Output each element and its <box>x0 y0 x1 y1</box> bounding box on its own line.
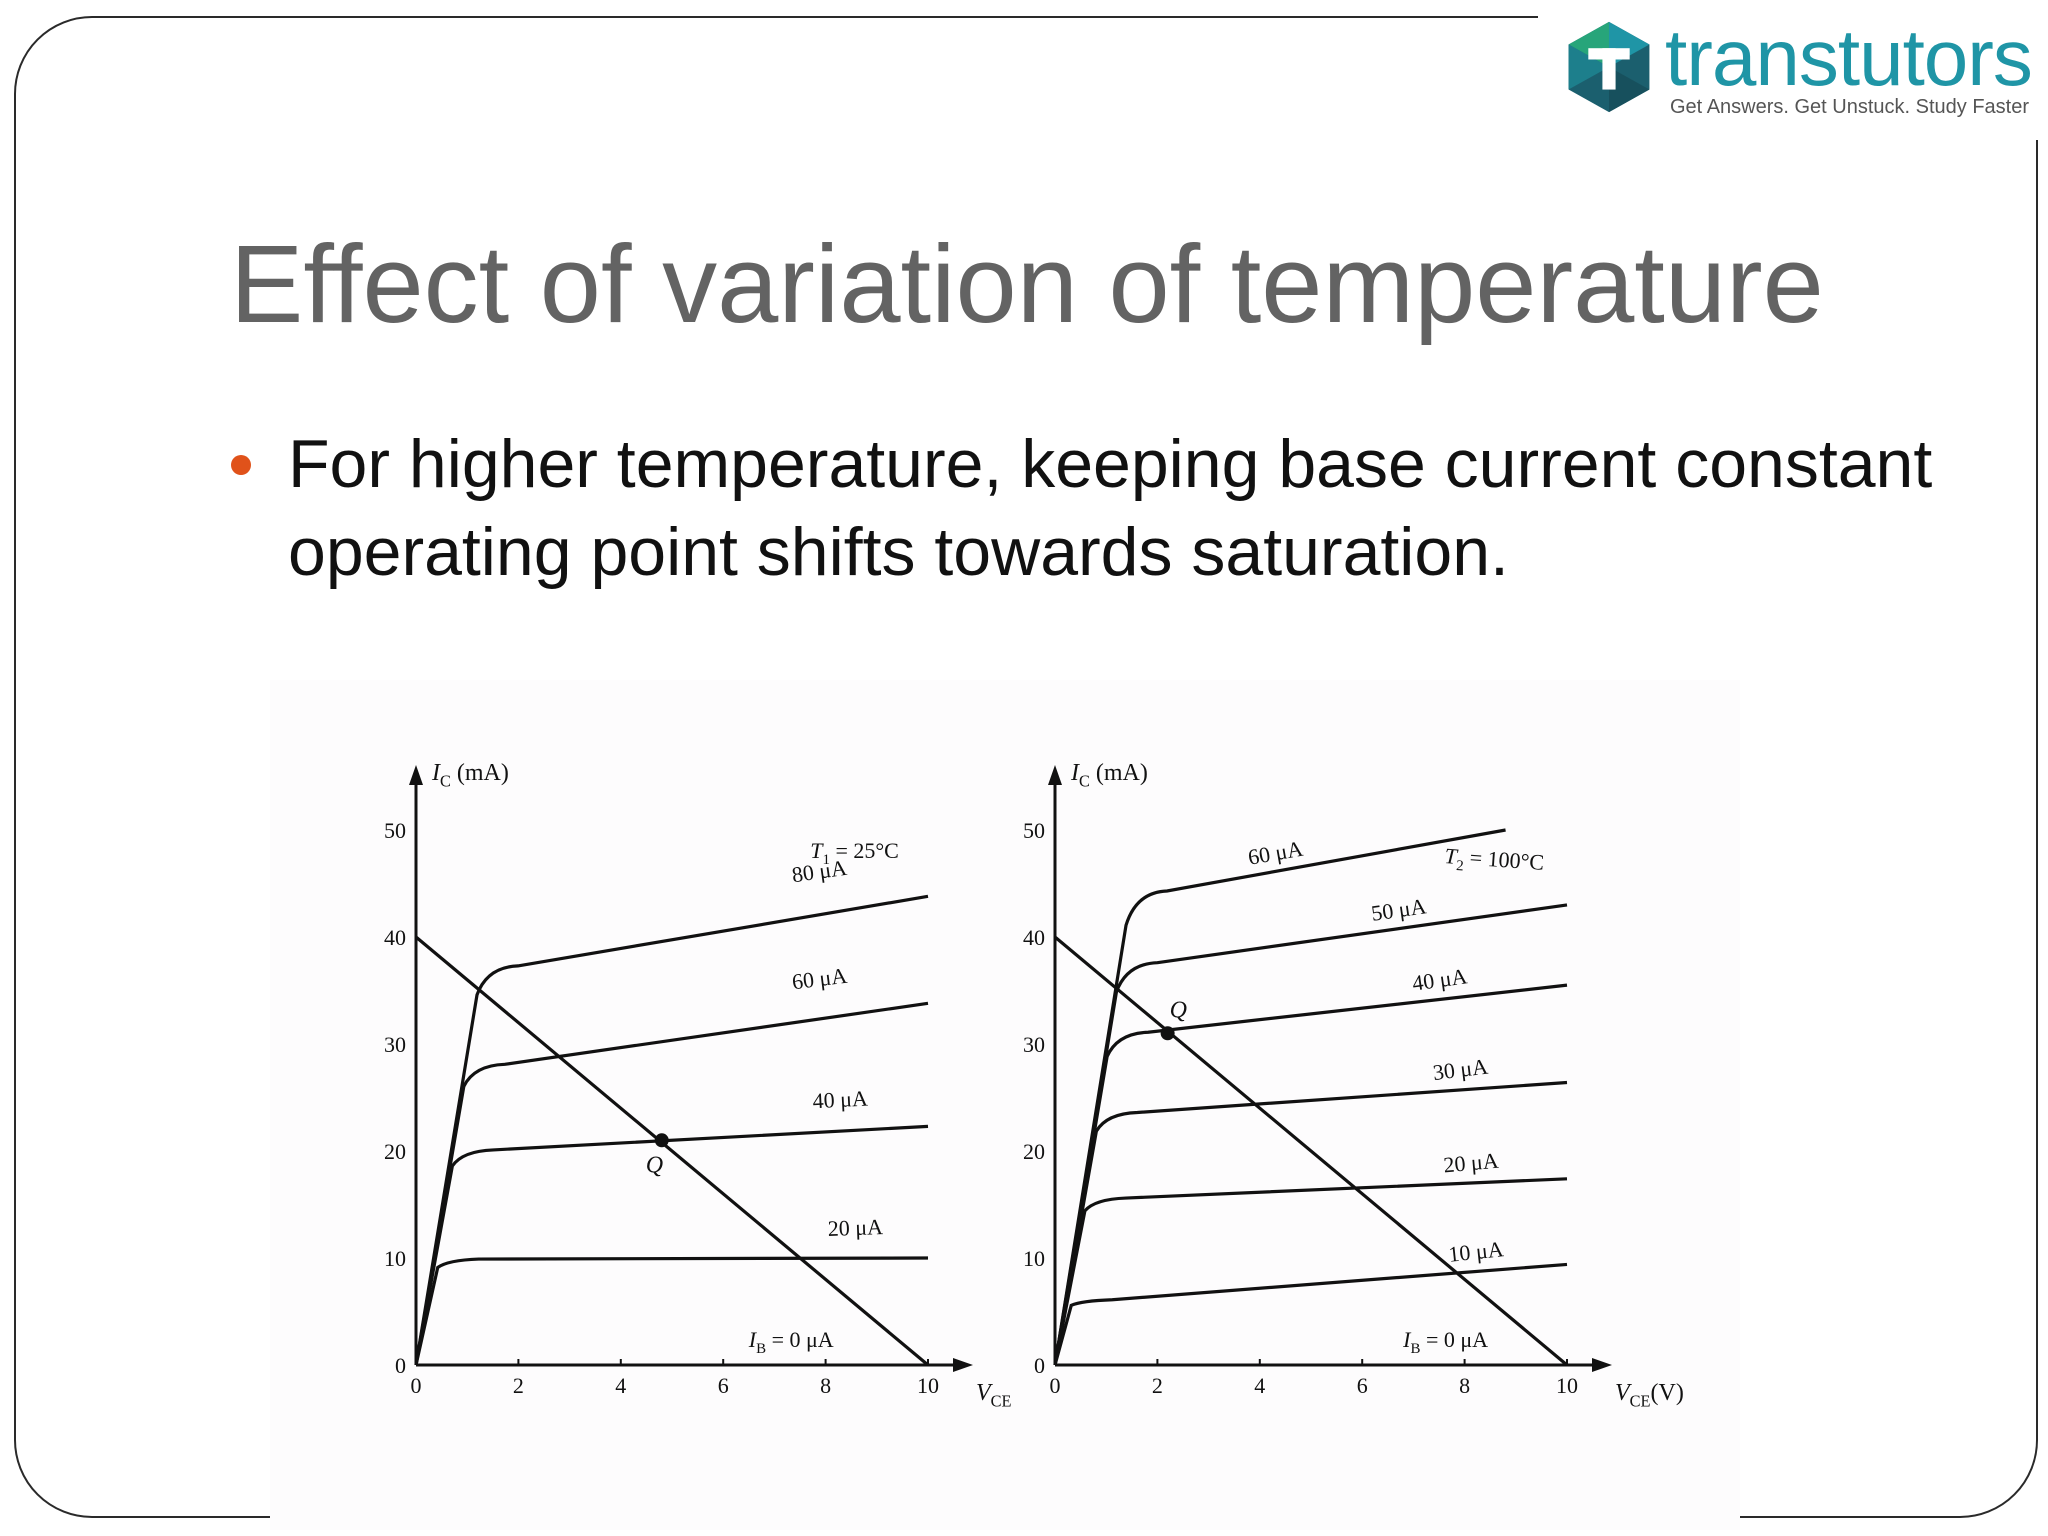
temperature-label: T1 = 25°C <box>810 838 899 868</box>
q-point-label: Q <box>646 1152 663 1178</box>
q-point-marker <box>1160 1026 1175 1041</box>
y-tick-label: 50 <box>384 818 406 843</box>
x-tick-label: 6 <box>718 1373 729 1398</box>
x-tick-label: 0 <box>411 1373 422 1398</box>
curve-label: 50 μA <box>1370 893 1428 925</box>
bullet-text: For higher temperature, keeping base cur… <box>288 426 1933 590</box>
logo-tagline: Get Answers. Get Unstuck. Study Faster <box>1670 96 2030 118</box>
q-point-label: Q <box>1170 997 1187 1023</box>
x-axis-arrow-icon <box>953 1358 973 1372</box>
x-axis-label: VCE(V) <box>1615 1380 1684 1411</box>
ib-curve <box>1053 903 1568 1366</box>
ib-zero-label: IB = 0 μA <box>1402 1327 1488 1357</box>
load-line <box>1053 935 1569 1367</box>
ib-curve <box>1053 983 1568 1366</box>
y-tick-label: 20 <box>1023 1139 1045 1164</box>
x-tick-label: 10 <box>1556 1373 1578 1398</box>
x-tick-label: 8 <box>820 1373 831 1398</box>
ib-curve <box>414 1001 929 1366</box>
y-axis-label: IC (mA) <box>431 760 509 791</box>
curve-label: 40 μA <box>1411 963 1469 995</box>
y-axis-label: IC (mA) <box>1070 760 1148 791</box>
bullet-marker <box>231 455 251 475</box>
y-tick-label: 10 <box>384 1246 406 1271</box>
x-tick-label: 2 <box>1152 1373 1163 1398</box>
graph-right: IC (mA) VCE(V) 0 2 4 6 8 10 0 10 20 30 40 50 60 μA 50 μ… <box>1023 760 1684 1411</box>
ib-curve <box>1053 1177 1568 1366</box>
ib-curve <box>414 1124 929 1366</box>
y-axis-arrow-icon <box>409 765 423 785</box>
curve-label: 60 μA <box>1246 836 1305 870</box>
temperature-label: T2 = 100°C <box>1443 843 1544 880</box>
load-line <box>414 935 930 1367</box>
slide-title: Effect of variation of temperature <box>230 223 1824 346</box>
q-point-marker <box>654 1133 669 1148</box>
ib-curve <box>1053 1262 1568 1366</box>
y-tick-label: 40 <box>384 925 406 950</box>
y-tick-label: 30 <box>1023 1032 1045 1057</box>
curve-label: 60 μA <box>791 963 849 995</box>
ib-curve <box>414 894 929 1366</box>
x-tick-label: 2 <box>513 1373 524 1398</box>
x-tick-label: 0 <box>1050 1373 1061 1398</box>
curve-label: 20 μA <box>1442 1148 1499 1178</box>
y-tick-label: 0 <box>395 1353 406 1378</box>
curve-label: 10 μA <box>1447 1236 1505 1267</box>
ib-zero-label: IB = 0 μA <box>748 1327 834 1357</box>
x-axis-arrow-icon <box>1592 1358 1612 1372</box>
y-tick-label: 20 <box>384 1139 406 1164</box>
curve-label: 20 μA <box>827 1214 883 1241</box>
curve-label: 30 μA <box>1431 1054 1489 1086</box>
y-tick-label: 40 <box>1023 925 1045 950</box>
ib-curve <box>1053 1080 1568 1366</box>
logo-hexagon-icon <box>1568 21 1650 113</box>
logo-wordmark: transtutors <box>1665 13 2033 102</box>
x-tick-label: 10 <box>917 1373 939 1398</box>
x-tick-label: 4 <box>615 1373 626 1398</box>
y-axis-arrow-icon <box>1048 765 1062 785</box>
ib-curve <box>414 1256 929 1366</box>
y-tick-label: 0 <box>1034 1353 1045 1378</box>
y-tick-label: 30 <box>384 1032 406 1057</box>
ib-curve <box>1053 828 1506 1366</box>
x-axis-label: VCE <box>976 1380 1012 1411</box>
y-tick-label: 50 <box>1023 818 1045 843</box>
x-tick-label: 8 <box>1459 1373 1470 1398</box>
curve-label: 40 μA <box>812 1086 869 1114</box>
x-tick-label: 4 <box>1254 1373 1265 1398</box>
transistor-characteristics-diagram: IC (mA) VCE 0 2 4 6 8 10 0 10 20 30 40 50 80 μA 60 μA 40… <box>270 680 1740 1530</box>
y-tick-label: 10 <box>1023 1246 1045 1271</box>
x-tick-label: 6 <box>1357 1373 1368 1398</box>
